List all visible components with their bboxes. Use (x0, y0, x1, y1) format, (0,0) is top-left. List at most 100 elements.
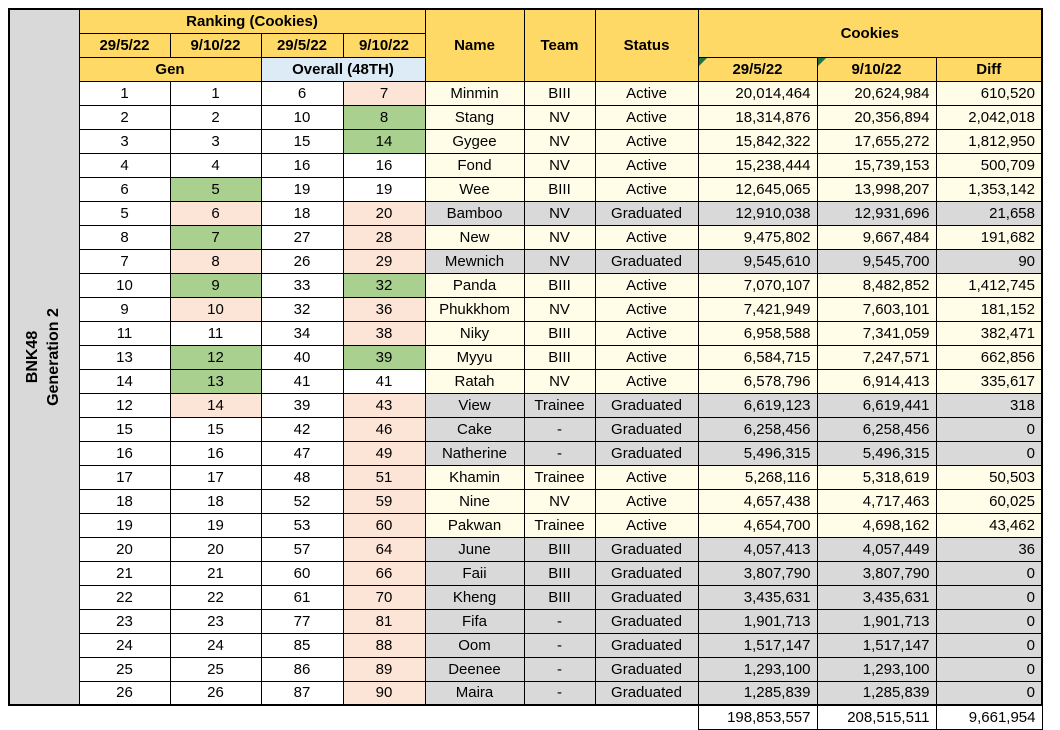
gen-rank-new-cell[interactable]: 1 (169, 80, 262, 106)
gen-rank-new-cell[interactable]: 4 (169, 152, 262, 178)
gen-rank-new-cell[interactable]: 13 (169, 368, 262, 394)
overall-rank-old-cell[interactable]: 27 (260, 224, 344, 250)
overall-rank-new-cell[interactable]: 60 (342, 512, 426, 538)
gen-rank-new-cell[interactable]: 19 (169, 512, 262, 538)
gen-header[interactable]: Gen (78, 56, 262, 82)
overall-rank-old-cell[interactable]: 34 (260, 320, 344, 346)
cookies-diff-cell[interactable]: 662,856 (935, 344, 1043, 370)
ranking-header[interactable]: Ranking (Cookies) (78, 8, 426, 34)
gen-rank-new-cell[interactable]: 5 (169, 176, 262, 202)
cookies-new-cell[interactable]: 6,258,456 (816, 416, 937, 442)
member-name-cell[interactable]: Faii (424, 560, 525, 586)
cookies-old-cell[interactable]: 5,496,315 (697, 440, 818, 466)
cookies-old-cell[interactable]: 3,435,631 (697, 584, 818, 610)
overall-rank-old-cell[interactable]: 48 (260, 464, 344, 490)
cookies-diff-cell[interactable]: 0 (935, 632, 1043, 658)
status-cell[interactable]: Graduated (594, 632, 699, 658)
gen-rank-old-cell[interactable]: 9 (78, 296, 171, 322)
gen-rank-new-cell[interactable]: 16 (169, 440, 262, 466)
team-cell[interactable]: BIII (523, 80, 596, 106)
status-cell[interactable]: Graduated (594, 416, 699, 442)
cookies-new-cell[interactable]: 7,603,101 (816, 296, 937, 322)
gen-date-new-header[interactable]: 9/10/22 (169, 32, 262, 58)
overall-rank-old-cell[interactable]: 86 (260, 656, 344, 682)
cookies-new-cell[interactable]: 3,807,790 (816, 560, 937, 586)
team-cell[interactable]: NV (523, 152, 596, 178)
overall-rank-old-cell[interactable]: 39 (260, 392, 344, 418)
overall-rank-old-cell[interactable]: 26 (260, 248, 344, 274)
gen-rank-new-cell[interactable]: 2 (169, 104, 262, 130)
overall-rank-old-cell[interactable]: 10 (260, 104, 344, 130)
gen-rank-old-cell[interactable]: 12 (78, 392, 171, 418)
cookies-old-cell[interactable]: 6,958,588 (697, 320, 818, 346)
status-cell[interactable]: Active (594, 512, 699, 538)
gen-rank-new-cell[interactable]: 25 (169, 656, 262, 682)
cookies-diff-cell[interactable]: 181,152 (935, 296, 1043, 322)
status-cell[interactable]: Active (594, 176, 699, 202)
cookies-diff-cell[interactable]: 500,709 (935, 152, 1043, 178)
status-cell[interactable]: Graduated (594, 560, 699, 586)
overall-rank-new-cell[interactable]: 90 (342, 680, 426, 706)
overall-rank-old-cell[interactable]: 42 (260, 416, 344, 442)
team-cell[interactable]: NV (523, 296, 596, 322)
cookies-new-cell[interactable]: 15,739,153 (816, 152, 937, 178)
gen-rank-new-cell[interactable]: 8 (169, 248, 262, 274)
overall-rank-new-cell[interactable]: 14 (342, 128, 426, 154)
cookies-new-cell[interactable]: 9,667,484 (816, 224, 937, 250)
total-cookies-diff[interactable]: 9,661,954 (935, 704, 1043, 730)
gen-rank-new-cell[interactable]: 21 (169, 560, 262, 586)
status-cell[interactable]: Graduated (594, 440, 699, 466)
member-name-cell[interactable]: Maira (424, 680, 525, 706)
member-name-cell[interactable]: Wee (424, 176, 525, 202)
overall-rank-new-cell[interactable]: 59 (342, 488, 426, 514)
overall-rank-old-cell[interactable]: 15 (260, 128, 344, 154)
team-cell[interactable]: BIII (523, 176, 596, 202)
gen-rank-old-cell[interactable]: 13 (78, 344, 171, 370)
overall-rank-new-cell[interactable]: 89 (342, 656, 426, 682)
overall-rank-old-cell[interactable]: 52 (260, 488, 344, 514)
overall-rank-new-cell[interactable]: 28 (342, 224, 426, 250)
cookies-diff-cell[interactable]: 2,042,018 (935, 104, 1043, 130)
overall-rank-old-cell[interactable]: 53 (260, 512, 344, 538)
gen-rank-old-cell[interactable]: 21 (78, 560, 171, 586)
cookies-diff-cell[interactable]: 1,412,745 (935, 272, 1043, 298)
cookies-diff-cell[interactable]: 0 (935, 440, 1043, 466)
gen-rank-old-cell[interactable]: 23 (78, 608, 171, 634)
cookies-old-cell[interactable]: 12,645,065 (697, 176, 818, 202)
cookies-new-cell[interactable]: 8,482,852 (816, 272, 937, 298)
cookies-old-cell[interactable]: 1,293,100 (697, 656, 818, 682)
diff-header[interactable]: Diff (935, 56, 1043, 82)
member-name-cell[interactable]: Cake (424, 416, 525, 442)
cookies-old-cell[interactable]: 1,901,713 (697, 608, 818, 634)
group-label-cell[interactable]: BNK48 Generation 2 (8, 8, 80, 706)
cookies-diff-cell[interactable]: 318 (935, 392, 1043, 418)
cookies-old-cell[interactable]: 4,057,413 (697, 536, 818, 562)
gen-rank-old-cell[interactable]: 25 (78, 656, 171, 682)
status-cell[interactable]: Active (594, 488, 699, 514)
cookies-new-cell[interactable]: 4,717,463 (816, 488, 937, 514)
cookies-new-cell[interactable]: 17,655,272 (816, 128, 937, 154)
gen-rank-new-cell[interactable]: 10 (169, 296, 262, 322)
overall-rank-old-cell[interactable]: 41 (260, 368, 344, 394)
team-cell[interactable]: NV (523, 128, 596, 154)
gen-rank-old-cell[interactable]: 18 (78, 488, 171, 514)
overall-rank-new-cell[interactable]: 81 (342, 608, 426, 634)
gen-rank-new-cell[interactable]: 11 (169, 320, 262, 346)
cookies-diff-cell[interactable]: 1,812,950 (935, 128, 1043, 154)
team-header[interactable]: Team (523, 8, 596, 82)
team-cell[interactable]: BIII (523, 344, 596, 370)
overall-rank-new-cell[interactable]: 36 (342, 296, 426, 322)
gen-rank-old-cell[interactable]: 15 (78, 416, 171, 442)
team-cell[interactable]: Trainee (523, 512, 596, 538)
member-name-cell[interactable]: Bamboo (424, 200, 525, 226)
cookies-old-cell[interactable]: 1,285,839 (697, 680, 818, 706)
cookies-new-cell[interactable]: 3,435,631 (816, 584, 937, 610)
team-cell[interactable]: BIII (523, 536, 596, 562)
overall-rank-new-cell[interactable]: 88 (342, 632, 426, 658)
member-name-cell[interactable]: June (424, 536, 525, 562)
overall-rank-old-cell[interactable]: 47 (260, 440, 344, 466)
overall-rank-new-cell[interactable]: 32 (342, 272, 426, 298)
cookies-diff-cell[interactable]: 0 (935, 656, 1043, 682)
cookies-old-cell[interactable]: 1,517,147 (697, 632, 818, 658)
gen-rank-new-cell[interactable]: 17 (169, 464, 262, 490)
